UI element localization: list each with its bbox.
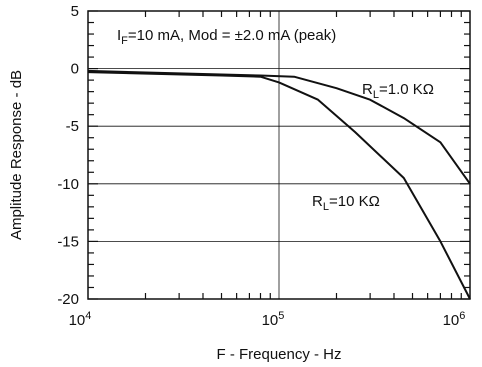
series-line-rl-1k [87,69,471,185]
y-tick-label: 5 [71,3,79,20]
plot-frame [87,10,471,300]
x-tick-label: 106 [443,310,466,329]
x-tick-label-exponent: 6 [459,310,465,322]
series-line-rl-10k [87,71,471,300]
series-group [87,69,471,300]
y-tick-label: 0 [71,61,79,78]
ticks [88,10,470,300]
x-tick-label-base: 10 [262,312,279,329]
series-label-rl-10k: RL=10 KΩ [312,193,380,213]
x-tick-label-exponent: 4 [85,310,91,322]
x-tick-label-base: 10 [443,312,460,329]
y-axis-title: Amplitude Response - dB [8,70,25,240]
series-label-rl-1k: RL=1.0 KΩ [362,81,434,101]
series-label-rl-10k-rest: =10 KΩ [329,193,380,210]
x-tick-label-exponent: 5 [278,310,284,322]
y-tick-label: -10 [57,176,79,193]
series-label-rl-1k-main: R [362,81,373,98]
y-tick-label: -20 [57,291,79,308]
series-label-rl-1k-rest: =1.0 KΩ [379,81,434,98]
x-tick-label: 105 [262,310,285,329]
y-tick-label: -15 [57,233,79,250]
grid [88,11,470,299]
x-axis-title: F - Frequency - Hz [216,346,341,363]
series-label-rl-1k-sub: L [373,89,379,101]
condition-annotation: IF=10 mA, Mod = ±2.0 mA (peak) [117,27,336,47]
y-tick-label: -5 [66,118,79,135]
x-tick-label: 104 [69,310,92,329]
condition-annotation-main: I [117,27,121,44]
x-tick-label-base: 10 [69,312,86,329]
series-label-rl-10k-sub: L [323,201,329,213]
condition-annotation-rest: =10 mA, Mod = ±2.0 mA (peak) [128,27,336,44]
series-label-rl-10k-main: R [312,193,323,210]
condition-annotation-sub: F [121,35,128,47]
